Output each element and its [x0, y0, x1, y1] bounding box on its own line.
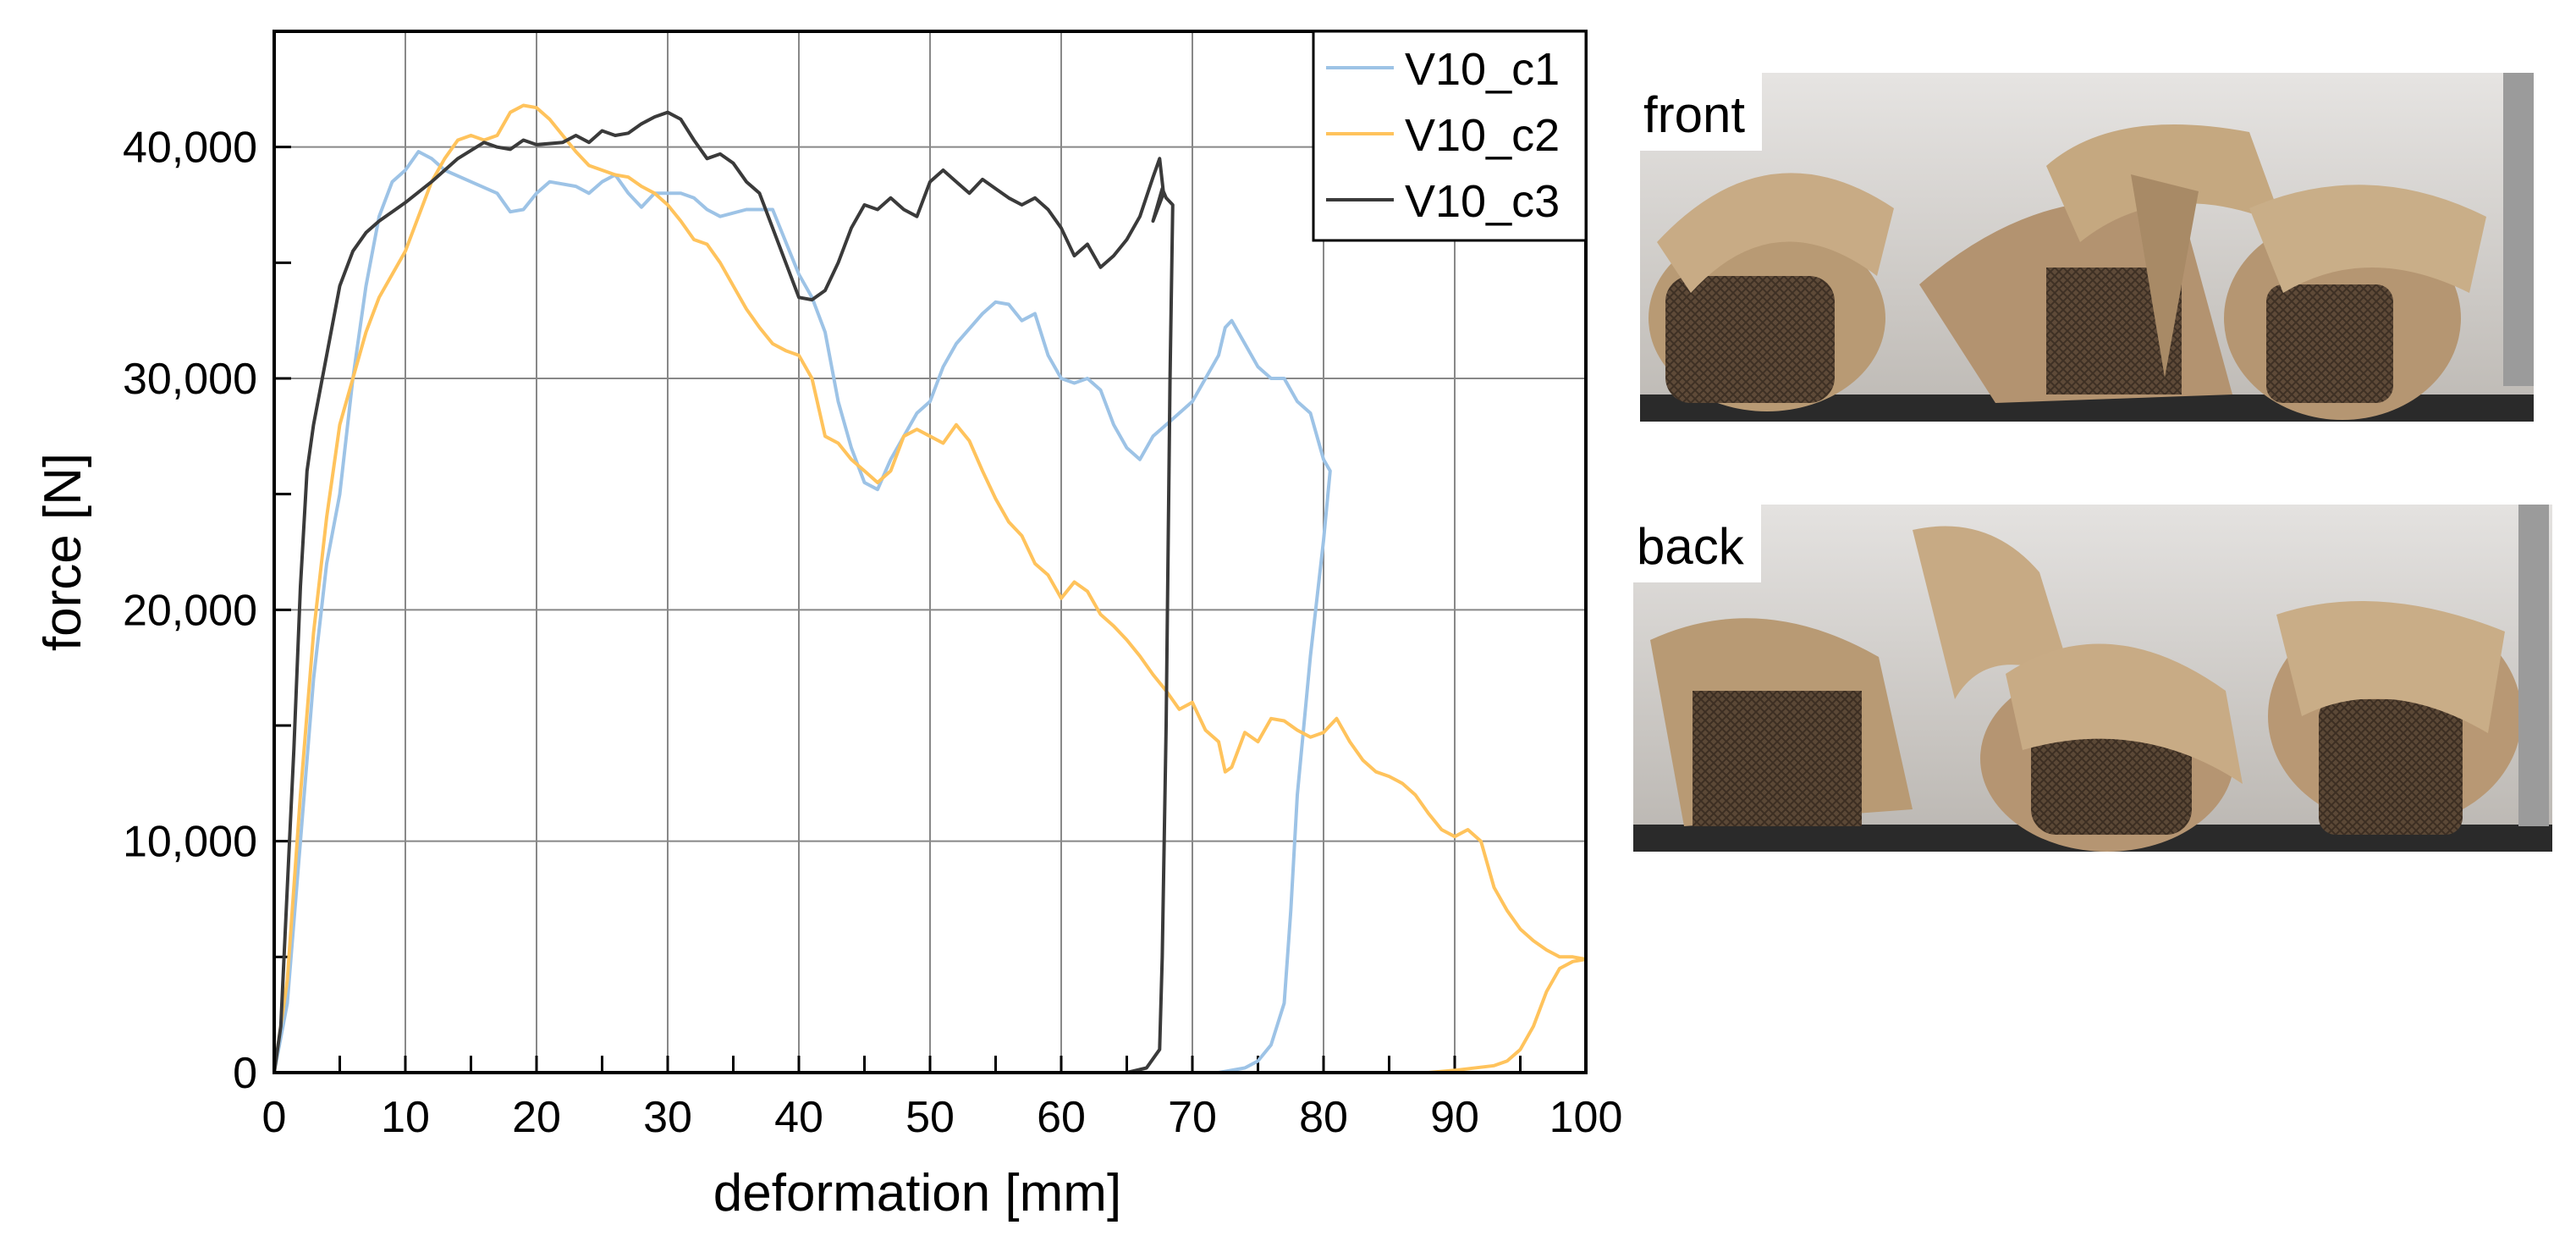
x-tick-label: 100: [1549, 1093, 1623, 1142]
x-tick-label: 90: [1430, 1093, 1479, 1142]
force-deformation-chart: 0 10 20 30 40 50 60 70 80 90 100 0 10,000 20,000 30,0…: [34, 30, 1623, 1222]
series-lines: [272, 103, 1588, 1074]
back-specimens-image: [1633, 505, 2552, 852]
y-tick-label: 30,000: [123, 355, 257, 404]
series-line-v10_c1: [272, 150, 1332, 1074]
x-tick-labels: 0 10 20 30 40 50 60 70 80 90 100: [262, 1093, 1623, 1142]
x-tick-label: 30: [643, 1093, 692, 1142]
x-tick-label: 60: [1037, 1093, 1086, 1142]
x-tick-label: 80: [1299, 1093, 1348, 1142]
front-photo: front: [1640, 73, 2534, 422]
legend-entry-v10_c1: V10_c1: [1405, 44, 1560, 95]
y-tick-label: 40,000: [123, 124, 257, 173]
back-photo: back: [1633, 505, 2552, 852]
legend-entry-v10_c2: V10_c2: [1405, 110, 1560, 161]
x-tick-label: 0: [262, 1093, 287, 1142]
minor-ticks: [274, 146, 1522, 1073]
y-tick-label: 20,000: [123, 586, 257, 635]
series-line-v10_c2: [272, 103, 1588, 1074]
legend: V10_c1 V10_c2 V10_c3: [1312, 30, 1588, 242]
plot-frame: [272, 30, 1588, 1074]
back-label: back: [1633, 505, 1761, 582]
y-tick-label: 0: [233, 1049, 257, 1098]
front-specimens-image: [1640, 73, 2534, 422]
front-label: front: [1640, 73, 1763, 151]
x-tick-label: 40: [774, 1093, 823, 1142]
x-tick-label: 70: [1168, 1093, 1217, 1142]
y-tick-labels: 0 10,000 20,000 30,000 40,000: [123, 124, 257, 1098]
x-tick-label: 50: [905, 1093, 955, 1142]
legend-entry-v10_c3: V10_c3: [1405, 176, 1560, 227]
y-tick-label: 10,000: [123, 818, 257, 867]
x-tick-label: 20: [512, 1093, 561, 1142]
x-tick-label: 10: [381, 1093, 430, 1142]
series-line-v10_c3: [272, 110, 1175, 1074]
y-axis-label: force [N]: [34, 453, 92, 651]
x-axis-label: deformation [mm]: [713, 1164, 1121, 1222]
